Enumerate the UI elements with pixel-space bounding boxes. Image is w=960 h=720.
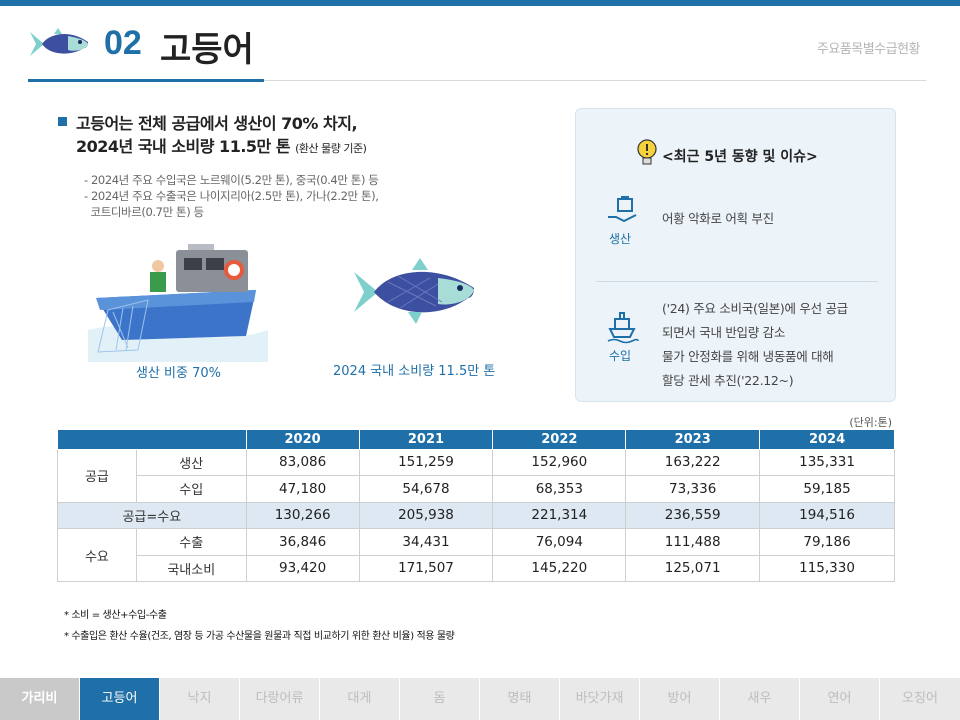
table-row: 공급 생산 83,086 151,259 152,960 163,222 135…	[57, 448, 895, 503]
table-cell: 163,222	[625, 448, 761, 476]
nav-tab-scallop[interactable]: 가리비	[0, 678, 80, 720]
panel-divider	[596, 281, 878, 282]
footnote-consumption: * 소비 = 생산+수입-수출	[64, 610, 167, 621]
import-line: 물가 안정화를 위해 냉동품에 대해	[662, 349, 834, 364]
table-row: 국내소비 93,420 171,507 145,220 125,071 115,…	[58, 554, 895, 582]
nav-tab-tuna[interactable]: 다랑어류	[240, 678, 320, 720]
summary-line-2-main: 2024년 국내 소비량 11.5만 톤	[76, 137, 291, 156]
table-cell: 68,353	[492, 475, 627, 503]
lightbulb-icon	[637, 139, 657, 165]
table-cell: 130,266	[245, 501, 360, 529]
mackerel-illustration	[354, 258, 474, 324]
row-label: 수입	[135, 475, 247, 503]
table-cell: 135,331	[759, 448, 895, 476]
supply-group-label: 공급	[57, 448, 137, 503]
section-subtitle: 주요품목별수급현황	[816, 42, 921, 57]
production-hand-icon	[608, 196, 637, 223]
consumption-caption: 2024 국내 소비량 11.5만 톤	[333, 364, 496, 379]
fishing-boat-illustration	[88, 244, 268, 362]
import-line: 할당 관세 추진('22.12~)	[662, 373, 794, 388]
table-cell: 205,938	[358, 501, 494, 529]
production-text: 어황 악화로 어획 부진	[662, 211, 774, 226]
table-cell: 93,420	[245, 554, 360, 582]
note-export: - 2024년 주요 수출국은 나이지리아(2.5만 톤), 가나(2.2만 톤…	[84, 189, 379, 203]
table-cell: 145,220	[492, 554, 627, 582]
table-cell: 152,960	[492, 448, 627, 476]
table-cell: 125,071	[625, 554, 761, 582]
unit-label: (단위:톤)	[849, 416, 892, 429]
row-label: 생산	[135, 448, 247, 476]
nav-tab-yellowtail[interactable]: 방어	[640, 678, 720, 720]
table-cell: 171,507	[358, 554, 494, 582]
table-cell: 47,180	[245, 475, 360, 503]
bullet-square	[58, 117, 67, 126]
mackerel-icon	[30, 28, 88, 56]
year-header: 2021	[358, 430, 494, 450]
table-cell: 36,846	[245, 528, 360, 556]
page-title: 고등어	[160, 30, 254, 70]
table-cell: 111,488	[625, 528, 761, 556]
import-text: ('24) 주요 소비국(일본)에 우선 공급 되면서 국내 반입량 감소 물가…	[662, 297, 848, 393]
demand-group-label: 수요	[57, 528, 137, 582]
summary-line-1: 고등어는 전체 공급에서 생산이 70% 차지,	[76, 114, 358, 133]
year-header: 2022	[492, 430, 627, 450]
table-row: 수요 수출 36,846 34,431 76,094 111,488 79,18…	[57, 528, 895, 582]
year-header: 2024	[759, 430, 895, 450]
table-cell: 54,678	[358, 475, 494, 503]
ship-icon	[607, 312, 639, 344]
import-line: ('24) 주요 소비국(일본)에 우선 공급	[662, 301, 848, 316]
table-cell: 34,431	[358, 528, 494, 556]
row-label: 국내소비	[135, 554, 247, 582]
table-cell: 79,186	[759, 528, 895, 556]
nav-tab-octopus[interactable]: 낙지	[160, 678, 240, 720]
top-accent-bar	[0, 0, 960, 6]
production-label: 생산	[609, 232, 632, 246]
table-header-blank	[57, 430, 247, 450]
note-import: - 2024년 주요 수입국은 노르웨이(5.2만 톤), 중국(0.4만 톤)…	[84, 173, 379, 187]
section-number: 02	[104, 24, 142, 62]
bottom-nav: 가리비 고등어 낙지 다랑어류 대게 돔 명태 바닷가재 방어 새우 연어 오징…	[0, 678, 960, 720]
table-cell: 194,516	[759, 501, 895, 529]
note-export-cont: 코트디바르(0.7만 톤) 등	[84, 205, 205, 219]
summary-line-2: 2024년 국내 소비량 11.5만 톤 (환산 물량 기준)	[76, 135, 367, 160]
row-label: 공급=수요	[57, 501, 247, 529]
header-divider	[28, 80, 926, 81]
nav-tab-shrimp[interactable]: 새우	[720, 678, 800, 720]
trade-notes: - 2024년 주요 수입국은 노르웨이(5.2만 톤), 중국(0.4만 톤)…	[84, 172, 379, 220]
page-header: 02 고등어 주요품목별수급현황	[28, 22, 928, 70]
nav-tab-salmon[interactable]: 연어	[800, 678, 880, 720]
table-header-row: 2020 2021 2022 2023 2024	[57, 430, 895, 450]
table-cell: 151,259	[358, 448, 494, 476]
import-line: 되면서 국내 반입량 감소	[662, 325, 786, 340]
table-row-total: 공급=수요 130,266 205,938 221,314 236,559 19…	[57, 501, 895, 529]
table-cell: 73,336	[625, 475, 761, 503]
nav-tab-snow-crab[interactable]: 대게	[320, 678, 400, 720]
nav-tab-sea-bream[interactable]: 돔	[400, 678, 480, 720]
nav-tab-lobster[interactable]: 바닷가재	[560, 678, 640, 720]
panel-title: <최근 5년 동향 및 이슈>	[662, 149, 818, 165]
supply-demand-table: 2020 2021 2022 2023 2024 공급 생산 83,086 15…	[57, 430, 895, 582]
year-header: 2023	[625, 430, 761, 450]
table-cell: 221,314	[492, 501, 627, 529]
year-header: 2020	[245, 430, 360, 450]
row-label: 수출	[135, 528, 247, 556]
table-cell: 76,094	[492, 528, 627, 556]
trends-panel: <최근 5년 동향 및 이슈> 생산 어황 악화로 어획 부진 수입 ('24)…	[575, 108, 896, 402]
table-row: 수입 47,180 54,678 68,353 73,336 59,185	[58, 475, 895, 503]
footnote-conversion: * 수출입은 환산 수율(건조, 염장 등 가공 수산물을 원물과 직접 비교하…	[64, 631, 455, 642]
production-share-caption: 생산 비중 70%	[136, 366, 221, 381]
nav-tab-mackerel[interactable]: 고등어	[80, 678, 160, 720]
table-cell: 115,330	[759, 554, 895, 582]
table-cell: 59,185	[759, 475, 895, 503]
table-cell: 83,086	[245, 448, 360, 476]
table-cell: 236,559	[625, 501, 761, 529]
import-label: 수입	[609, 349, 632, 363]
summary-headline: 고등어는 전체 공급에서 생산이 70% 차지, 2024년 국내 소비량 11…	[76, 112, 367, 160]
nav-tab-squid[interactable]: 오징어	[880, 678, 960, 720]
header-divider-accent	[28, 79, 264, 82]
summary-line-2-note: (환산 물량 기준)	[295, 142, 367, 155]
nav-tab-pollock[interactable]: 명태	[480, 678, 560, 720]
